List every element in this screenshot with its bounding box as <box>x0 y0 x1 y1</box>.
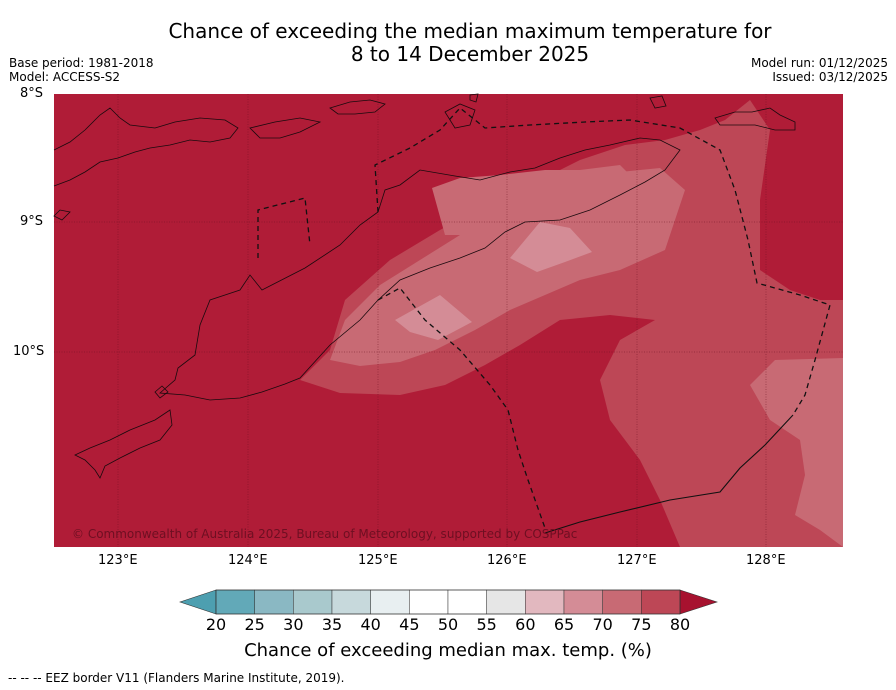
prob-band-75 <box>300 100 843 547</box>
issued-text: Issued: 03/12/2025 <box>772 70 888 84</box>
colorbar-tick-label: 60 <box>515 615 536 634</box>
colorbar-cell <box>254 589 294 615</box>
lat-label-9s: 9°S <box>20 214 44 229</box>
copyright-text: © Commonwealth of Australia 2025, Bureau… <box>72 527 578 541</box>
colorbar-tick-label: 30 <box>283 615 304 634</box>
prob-band-70-east <box>750 358 843 547</box>
base-period-text: Base period: 1981-2018 <box>9 56 154 70</box>
colorbar-cell <box>293 589 333 615</box>
model-run-text: Model run: 01/12/2025 <box>750 56 888 70</box>
colorbar-cell <box>602 589 642 615</box>
colorbar-tick-label: 20 <box>205 615 227 634</box>
meta-right: Model run: 01/12/2025 Issued: 03/12/2025 <box>751 56 888 84</box>
colorbar-tick-label: 45 <box>399 615 420 634</box>
colorbar-tick-label: 40 <box>360 615 381 634</box>
prob-band-70-north <box>432 165 640 235</box>
lon-label-123e: 123°E <box>98 553 138 568</box>
colorbar-tick-label: 80 <box>669 615 691 634</box>
lon-label-124e: 124°E <box>228 553 268 568</box>
colorbar-cell <box>331 589 371 615</box>
coastlines <box>53 93 796 479</box>
lon-label-125e: 125°E <box>358 553 398 568</box>
colorbar-tick-label: 55 <box>476 615 497 634</box>
colorbar-cell <box>641 589 681 615</box>
colorbar-tick-label: 50 <box>437 615 459 634</box>
prob-band-65-b <box>395 295 472 340</box>
graticule <box>54 94 843 547</box>
colorbar-tick-label: 70 <box>592 615 613 634</box>
map-title-line-1: Chance of exceeding the median maximum t… <box>168 19 772 43</box>
eez-border <box>257 107 831 529</box>
colorbar-arrow-right <box>679 589 718 615</box>
colorbar-cell <box>525 589 565 615</box>
eez-legend-text: -- -- -- EEZ border V11 (Flanders Marine… <box>8 671 345 685</box>
meta-left: Base period: 1981-2018 Model: ACCESS-S2 <box>9 56 154 84</box>
colorbar <box>179 589 718 615</box>
colorbar-cell <box>215 589 255 615</box>
map-title-line-2: 8 to 14 December 2025 <box>350 42 590 66</box>
colorbar-cell <box>563 589 603 615</box>
colorbar-arrow-left <box>179 589 217 615</box>
prob-band-65-a <box>510 222 592 272</box>
lon-label-126e: 126°E <box>487 553 527 568</box>
model-text: Model: ACCESS-S2 <box>9 70 121 84</box>
lon-label-128e: 128°E <box>746 553 786 568</box>
colorbar-cell <box>447 589 487 615</box>
colorbar-tick-label: 75 <box>631 615 652 634</box>
colorbar-tick-label: 35 <box>321 615 343 634</box>
colorbar-cell <box>370 589 410 615</box>
colorbar-title: Chance of exceeding median max. temp. (%… <box>244 640 652 661</box>
colorbar-cell <box>486 589 526 615</box>
colorbar-tick-label: 25 <box>244 615 265 634</box>
eez-border-solid <box>544 414 794 534</box>
lat-label-8s: 8°S <box>20 86 44 101</box>
lon-label-127e: 127°E <box>617 553 657 568</box>
colorbar-tick-label: 65 <box>553 615 575 634</box>
colorbar-cell <box>409 589 449 615</box>
lat-label-10s: 10°S <box>13 344 45 359</box>
